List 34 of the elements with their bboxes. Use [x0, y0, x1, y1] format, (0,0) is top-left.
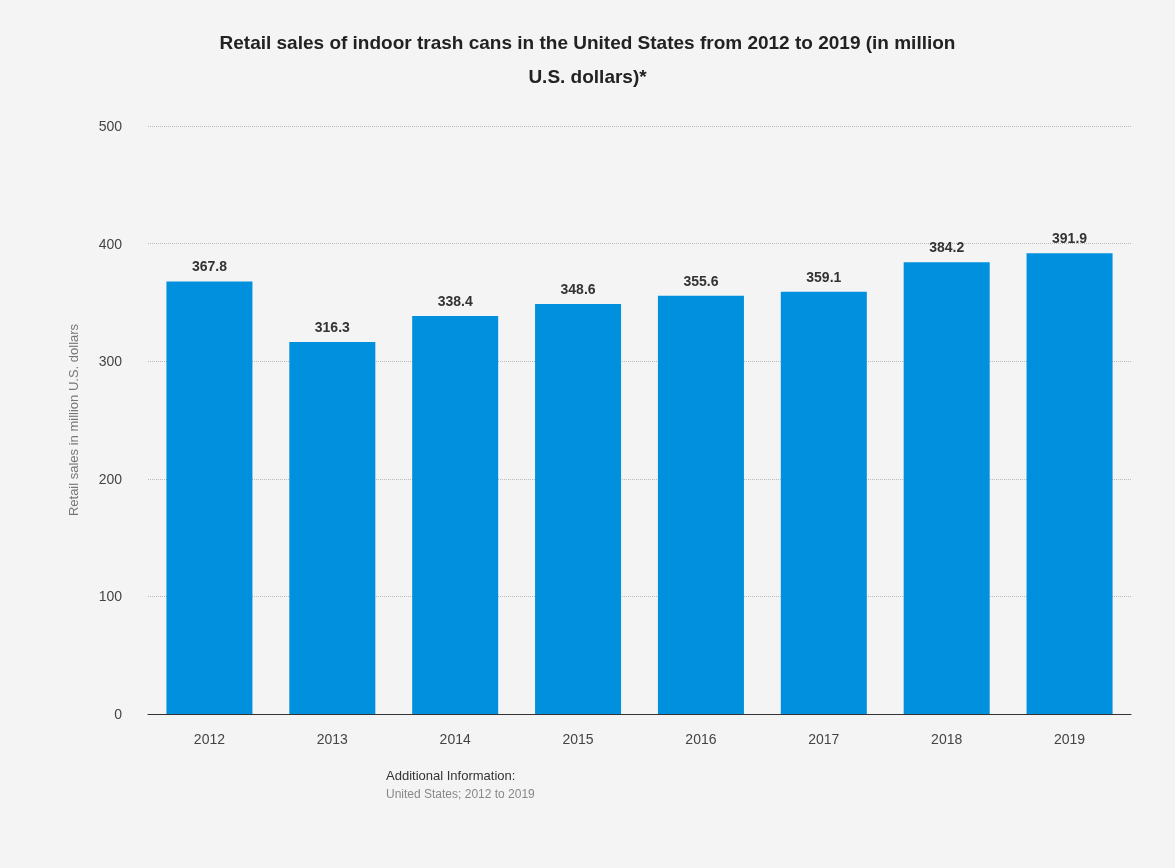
data-label: 367.8	[191, 258, 228, 275]
x-tick-label: 2019	[1053, 731, 1086, 747]
x-tick-label: 2016	[685, 731, 717, 747]
data-label: 355.6	[683, 272, 719, 289]
text: Additional Information:	[386, 768, 517, 783]
y-axis-title: Retail sales in million U.S. dollars	[66, 323, 81, 517]
data-label: 384.2	[929, 239, 965, 256]
bar	[657, 295, 744, 714]
x-tick-label: 2012	[193, 731, 226, 747]
data-label: 391.9	[1052, 230, 1088, 247]
y-tick-label: 0	[114, 706, 123, 722]
bar	[166, 281, 253, 714]
bar	[535, 304, 622, 714]
data-label: 348.6	[560, 281, 596, 298]
bar	[780, 291, 867, 714]
y-tick-label: 100	[98, 588, 123, 605]
chart-title: Retail sales of indoor trash cans in the United States from 2012 to 2019 (in million U.S. dollars)*	[218, 31, 957, 89]
bar	[1026, 253, 1113, 714]
x-tick-label: 2018	[931, 731, 963, 747]
bar	[289, 342, 376, 714]
x-tick-label: 2014	[439, 731, 471, 747]
data-label: 338.4	[437, 293, 473, 310]
bar	[412, 316, 499, 714]
y-tick-label: 200	[98, 470, 123, 487]
x-tick-label: 2013	[316, 731, 349, 747]
x-tick-label: 2015	[562, 731, 594, 747]
y-tick-label: 300	[98, 353, 123, 370]
data-label: 316.3	[314, 319, 351, 336]
y-tick-label: 400	[98, 235, 123, 252]
y-tick-label: 500	[98, 118, 123, 134]
bar	[903, 262, 990, 714]
text: United States; 2012 to 2019	[386, 787, 535, 801]
data-label: 359.1	[806, 268, 842, 285]
x-tick-label: 2017	[808, 731, 840, 747]
